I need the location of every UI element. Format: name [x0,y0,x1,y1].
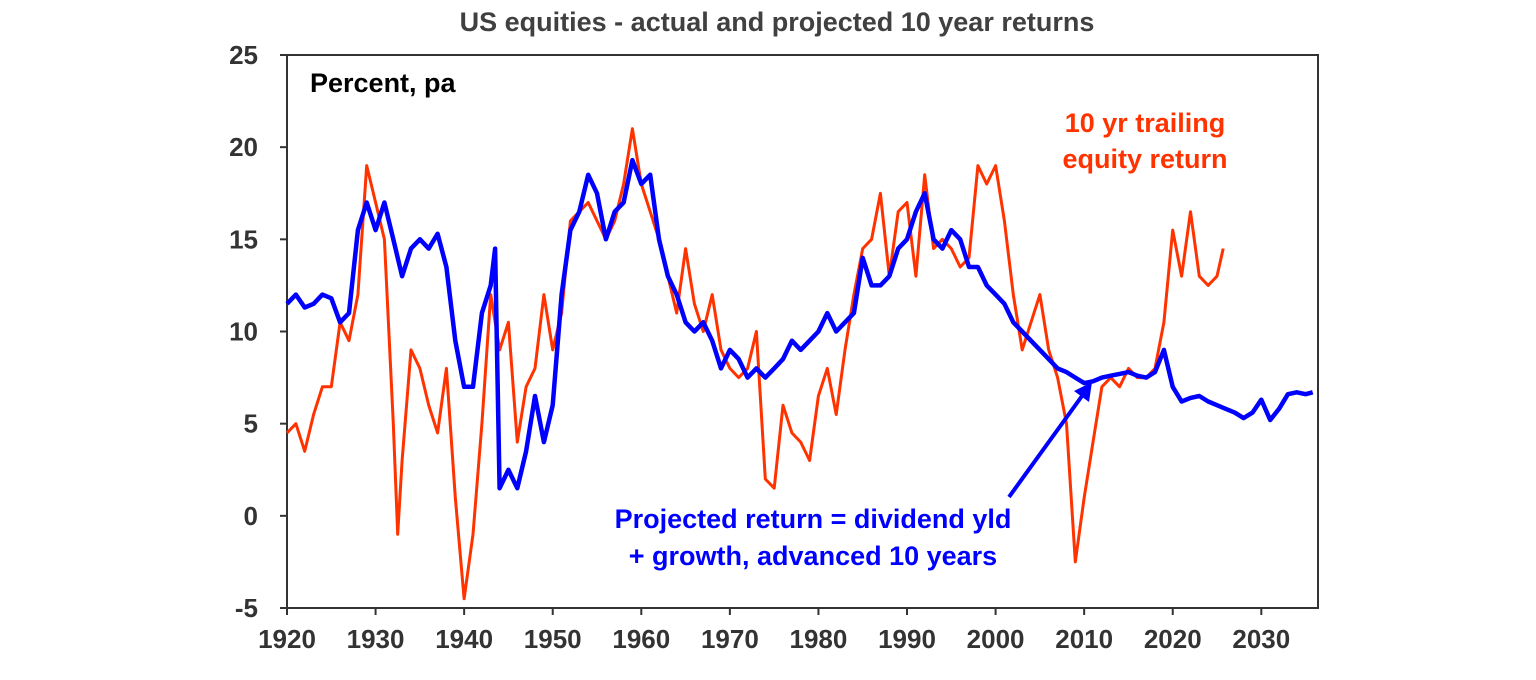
trailing-annotation-line1: 10 yr trailing [1065,108,1226,138]
y-tick-label--5: -5 [235,593,258,623]
y-axis-label: Percent, pa [310,68,457,98]
arrow-head-icon [1074,382,1092,402]
y-tick-label-20: 20 [229,132,258,162]
chart-title: US equities - actual and projected 10 ye… [460,7,1095,37]
y-tick-label-15: 15 [229,224,258,254]
y-tick-label-5: 5 [244,409,258,439]
x-tick-label-1920: 1920 [258,624,316,654]
projected-annotation-line2: + growth, advanced 10 years [629,541,997,571]
trailing-annotation-line2: equity return [1062,144,1227,174]
x-tick-label-1960: 1960 [612,624,670,654]
plot-area [286,54,1319,609]
y-tick-label-10: 10 [229,317,258,347]
x-tick-label-2000: 2000 [967,624,1025,654]
y-tick-label-0: 0 [244,501,258,531]
projected-return-line [285,157,1314,491]
x-tick-label-1940: 1940 [435,624,493,654]
projected-annotation-line1: Projected return = dividend yld [615,504,1012,534]
x-tick-label-1930: 1930 [347,624,405,654]
x-tick-label-1970: 1970 [701,624,759,654]
x-tick-label-2030: 2030 [1232,624,1290,654]
x-tick-label-1950: 1950 [524,624,582,654]
trailing-return-line [285,127,1225,601]
x-tick-label-1990: 1990 [878,624,936,654]
x-tick-label-1980: 1980 [790,624,848,654]
x-tick-label-2020: 2020 [1144,624,1202,654]
annotation-arrow [1007,382,1092,499]
y-tick-label-25: 25 [229,40,258,70]
x-tick-label-2010: 2010 [1055,624,1113,654]
